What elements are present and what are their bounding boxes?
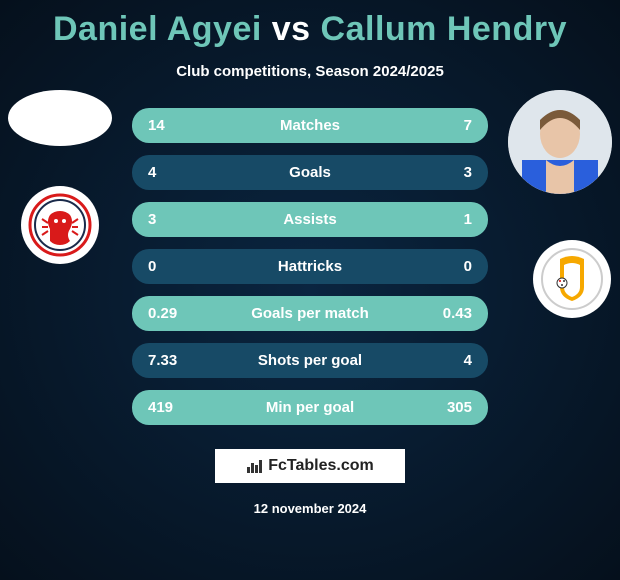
stat-row: 3Assists1: [132, 202, 488, 237]
club1-badge: [21, 186, 99, 264]
stat-value-left: 0: [148, 258, 192, 275]
stat-row: 0Hattricks0: [132, 249, 488, 284]
watermark[interactable]: FcTables.com: [215, 449, 405, 483]
vs-separator: vs: [272, 10, 311, 48]
watermark-text: FcTables.com: [268, 457, 374, 475]
stat-value-left: 4: [148, 164, 192, 181]
stat-value-left: 14: [148, 117, 192, 134]
stat-value-right: 0: [428, 258, 472, 275]
watermark-chart-icon: [246, 458, 264, 474]
subtitle: Club competitions, Season 2024/2025: [0, 63, 620, 80]
stat-value-left: 7.33: [148, 352, 192, 369]
stat-value-right: 7: [428, 117, 472, 134]
player2-name: Callum Hendry: [321, 10, 567, 48]
player2-avatar: [508, 90, 612, 194]
stat-value-right: 0.43: [428, 305, 472, 322]
stat-value-right: 3: [428, 164, 472, 181]
page-title: Daniel Agyei vs Callum Hendry: [0, 10, 620, 49]
date-label: 12 november 2024: [0, 501, 620, 516]
stat-label: Matches: [192, 117, 428, 134]
avatar-placeholder-icon: [508, 90, 612, 194]
player1-avatar: [8, 90, 112, 146]
stat-label: Goals per match: [192, 305, 428, 322]
stat-label: Goals: [192, 164, 428, 181]
comparison-card: Daniel Agyei vs Callum Hendry Club compe…: [0, 0, 620, 580]
club2-badge: [533, 240, 611, 318]
stat-label: Min per goal: [192, 399, 428, 416]
stat-value-left: 419: [148, 399, 192, 416]
stat-value-left: 0.29: [148, 305, 192, 322]
stats-area: 14Matches74Goals33Assists10Hattricks00.2…: [0, 108, 620, 425]
stat-label: Shots per goal: [192, 352, 428, 369]
stat-row: 419Min per goal305: [132, 390, 488, 425]
club2-badge-icon: [540, 247, 604, 311]
stat-value-right: 1: [428, 211, 472, 228]
stat-label: Hattricks: [192, 258, 428, 275]
stat-row: 0.29Goals per match0.43: [132, 296, 488, 331]
stat-row: 14Matches7: [132, 108, 488, 143]
club1-badge-icon: [28, 193, 92, 257]
stat-value-right: 4: [428, 352, 472, 369]
stat-value-left: 3: [148, 211, 192, 228]
stat-row: 7.33Shots per goal4: [132, 343, 488, 378]
stat-value-right: 305: [428, 399, 472, 416]
player1-name: Daniel Agyei: [53, 10, 262, 48]
stat-rows: 14Matches74Goals33Assists10Hattricks00.2…: [132, 108, 488, 425]
stat-label: Assists: [192, 211, 428, 228]
stat-row: 4Goals3: [132, 155, 488, 190]
